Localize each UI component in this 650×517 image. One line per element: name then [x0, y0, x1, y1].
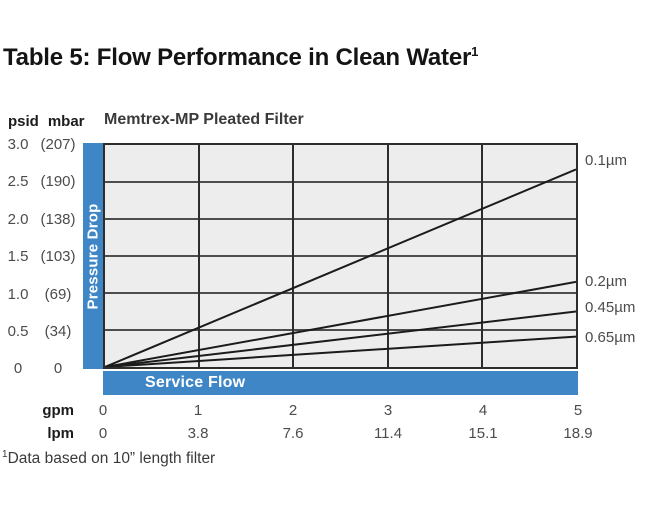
- footnote: 1Data based on 10” length filter: [2, 449, 215, 468]
- y-tick-row: 0.5 (34): [0, 324, 82, 340]
- x-tick-lpm: 11.4: [373, 425, 403, 442]
- x-tick-lpm: 18.9: [563, 425, 593, 442]
- y-tick-mbar: (103): [40, 248, 76, 265]
- x-tick-gpm: 1: [193, 402, 203, 419]
- y-tick-mbar: (69): [44, 286, 72, 303]
- hgridline-0.5: [105, 328, 576, 331]
- footnote-superscript: 1: [2, 449, 8, 460]
- series-label-0.45um: 0.45µm: [585, 299, 636, 316]
- y-tick-row: 3.0 (207): [0, 137, 82, 153]
- y-tick-mbar: (138): [40, 211, 76, 228]
- x-unit-gpm: gpm: [42, 402, 74, 419]
- x-tick-lpm: 15.1: [468, 425, 498, 442]
- x-tick-gpm: 3: [383, 402, 393, 419]
- y-tick-mbar: 0: [53, 360, 63, 377]
- x-axis-title-bar: Service Flow: [103, 371, 578, 395]
- x-tick-gpm: 4: [478, 402, 488, 419]
- y-tick-psid: 3.0: [7, 136, 29, 153]
- y-tick-mbar: (207): [40, 136, 76, 153]
- chart-title: Memtrex-MP Pleated Filter: [104, 111, 304, 128]
- y-tick-psid: 2.5: [7, 173, 29, 190]
- vgridline-3gpm: [386, 145, 389, 367]
- x-tick-lpm: 3.8: [187, 425, 209, 442]
- y-tick-mbar: (34): [44, 323, 72, 340]
- x-unit-lpm: lpm: [47, 425, 74, 442]
- hgridline-1.5: [105, 255, 576, 257]
- x-tick-lpm: 7.6: [282, 425, 304, 442]
- y-unit-psid: psid: [8, 113, 39, 130]
- footnote-text: Data based on 10” length filter: [7, 450, 216, 468]
- x-tick-lpm: 0: [98, 425, 108, 442]
- y-axis-units-header: psid mbar: [8, 113, 85, 130]
- vgridline-4gpm: [480, 145, 483, 367]
- x-tick-gpm: 2: [288, 402, 298, 419]
- hgridline-1.0: [105, 292, 576, 294]
- page-title-text: Table 5: Flow Performance in Clean Water: [3, 44, 472, 71]
- y-tick-row: 1.0 (69): [0, 287, 82, 303]
- series-line-0.45µm: [105, 312, 576, 368]
- y-axis-title-bar: Pressure Drop: [83, 143, 103, 369]
- y-unit-mbar: mbar: [47, 113, 85, 130]
- series-line-0.1µm: [105, 169, 576, 367]
- y-tick-psid: 2.0: [7, 211, 29, 228]
- vgridline-1gpm: [198, 145, 201, 367]
- y-tick-mbar: (190): [40, 173, 76, 190]
- y-tick-row: 2.5 (190): [0, 174, 82, 190]
- series-label-0.1um: 0.1µm: [585, 152, 627, 169]
- y-tick-row: 1.5 (103): [0, 249, 82, 265]
- x-tick-gpm: 0: [98, 402, 108, 419]
- x-tick-gpm: 5: [573, 402, 583, 419]
- y-tick-psid: 0: [13, 360, 23, 377]
- page-title-superscript: 1: [471, 44, 479, 59]
- plot-lines-svg: [105, 145, 576, 367]
- series-label-0.65um: 0.65µm: [585, 329, 636, 346]
- hgridline-2.5: [105, 181, 576, 183]
- series-label-0.2um: 0.2µm: [585, 273, 627, 290]
- y-tick-psid: 1.5: [7, 248, 29, 265]
- plot-area: [103, 143, 578, 369]
- page-title: Table 5: Flow Performance in Clean Water…: [3, 44, 478, 72]
- series-line-0.65µm: [105, 337, 576, 367]
- hgridline-2.0: [105, 217, 576, 220]
- series-line-0.2µm: [105, 282, 576, 367]
- vgridline-2gpm: [292, 145, 295, 367]
- y-tick-psid: 0.5: [7, 323, 29, 340]
- y-tick-psid: 1.0: [7, 286, 29, 303]
- x-axis-title: Service Flow: [145, 374, 246, 391]
- y-axis-title: Pressure Drop: [84, 203, 102, 309]
- y-tick-row: 2.0 (138): [0, 212, 82, 228]
